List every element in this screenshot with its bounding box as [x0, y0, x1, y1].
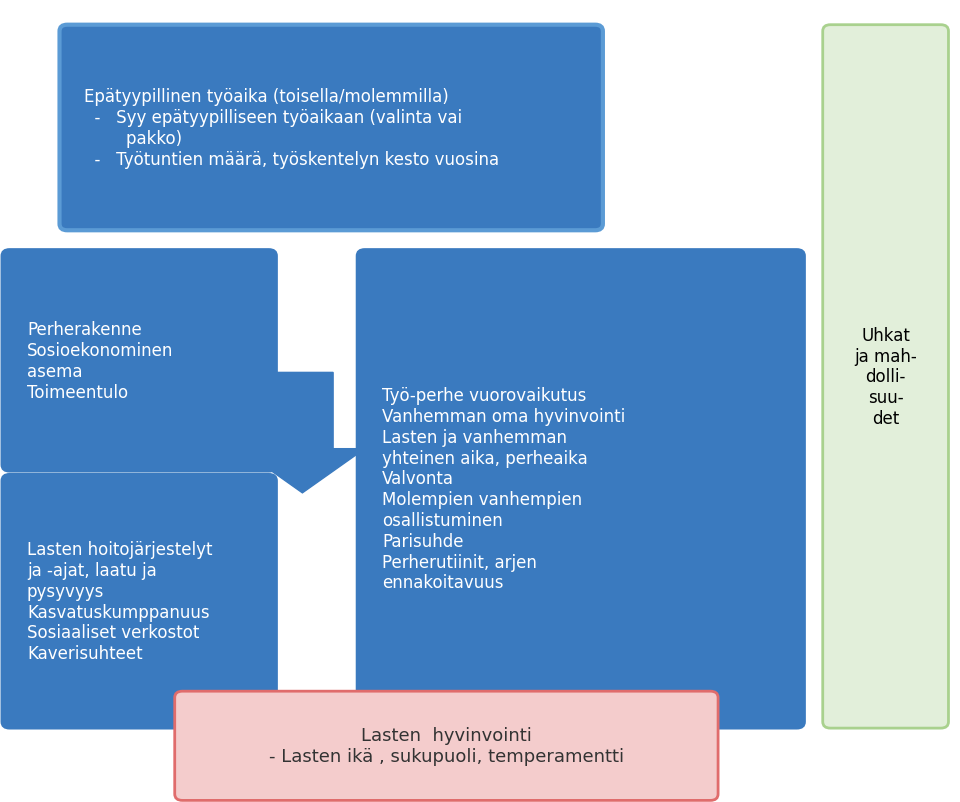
FancyBboxPatch shape [175, 691, 718, 800]
FancyBboxPatch shape [2, 250, 276, 472]
FancyBboxPatch shape [2, 475, 276, 728]
Text: Lasten hoitojärjestelyt
ja -ajat, laatu ja
pysyvyys
Kasvatuskumppanuus
Sosiaalis: Lasten hoitojärjestelyt ja -ajat, laatu … [27, 541, 212, 662]
FancyBboxPatch shape [60, 26, 603, 231]
FancyBboxPatch shape [823, 26, 948, 728]
Text: Uhkat
ja mah-
dolli-
suu-
det: Uhkat ja mah- dolli- suu- det [854, 326, 917, 427]
Text: Työ-perhe vuorovaikutus
Vanhemman oma hyvinvointi
Lasten ja vanhemman
yhteinen a: Työ-perhe vuorovaikutus Vanhemman oma hy… [382, 387, 625, 592]
Text: Perherakenne
Sosioekonominen
asema
Toimeentulo: Perherakenne Sosioekonominen asema Toime… [27, 321, 173, 401]
Text: Epätyypillinen työaika (toisella/molemmilla)
  -   Syy epätyypilliseen työaikaan: Epätyypillinen työaika (toisella/molemmi… [84, 88, 499, 168]
Text: Lasten  hyvinvointi
- Lasten ikä , sukupuoli, temperamentti: Lasten hyvinvointi - Lasten ikä , sukupu… [269, 727, 624, 765]
FancyBboxPatch shape [357, 250, 804, 728]
Polygon shape [240, 373, 365, 493]
